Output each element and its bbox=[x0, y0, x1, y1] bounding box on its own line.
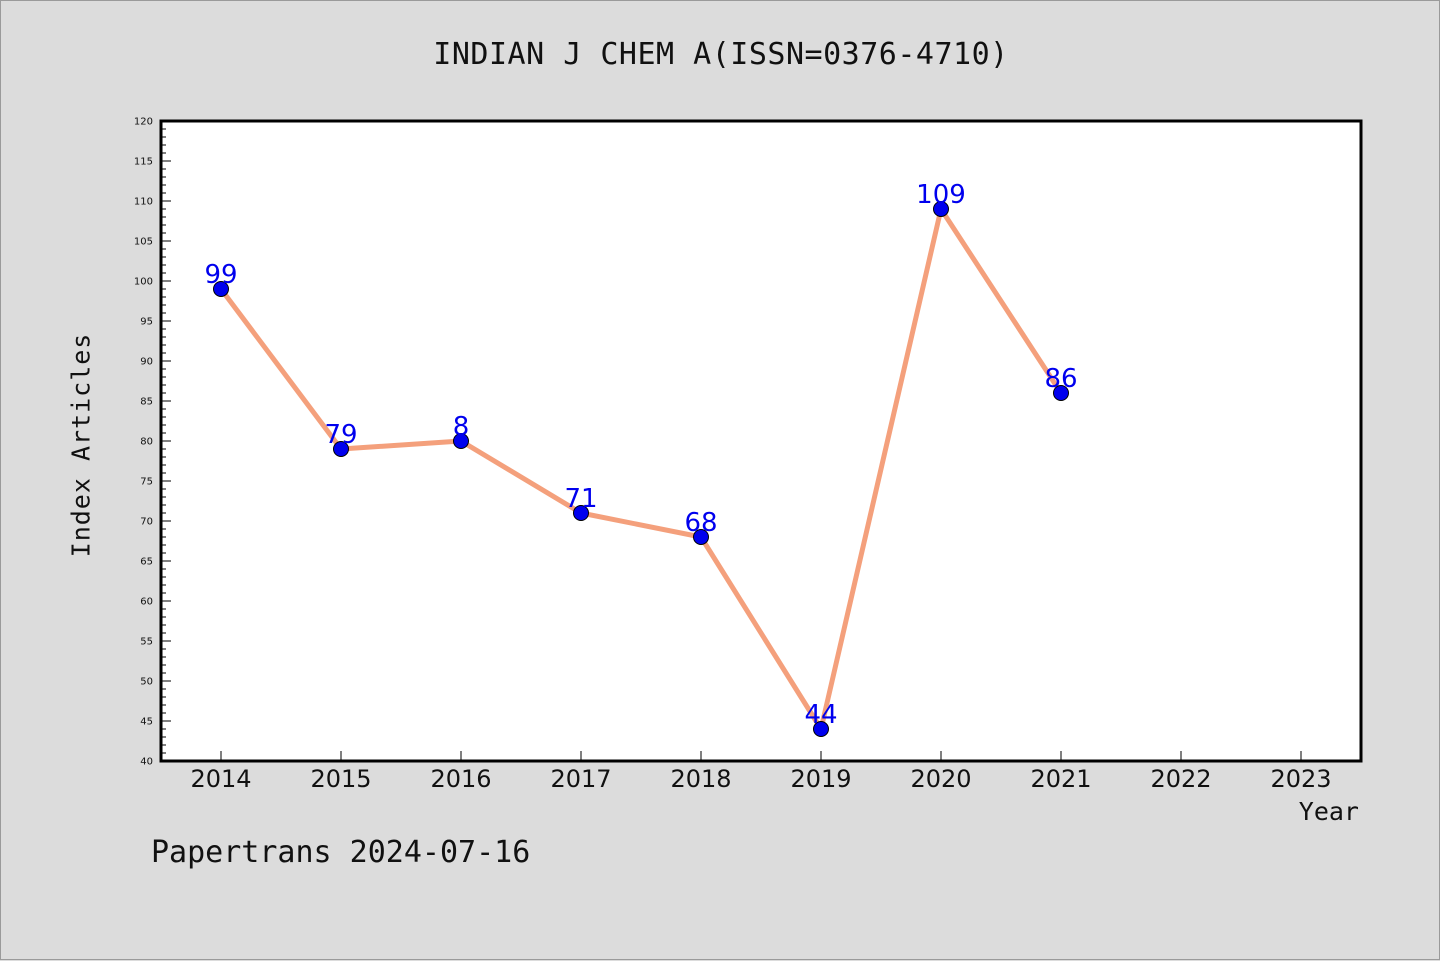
y-tick-label: 90 bbox=[140, 357, 153, 368]
data-point bbox=[813, 721, 829, 737]
data-label: 86 bbox=[1044, 364, 1077, 394]
data-point bbox=[573, 505, 589, 521]
y-tick-label: 105 bbox=[134, 237, 153, 248]
series-line-segment bbox=[818, 206, 944, 732]
x-tick-label: 2023 bbox=[1270, 765, 1331, 793]
y-tick-label: 55 bbox=[140, 637, 153, 648]
y-axis: 40 45 50 55 60 65 70 75 80 85 90 95 100 105 110 115 120 bbox=[134, 117, 171, 768]
series-point-group bbox=[213, 201, 1069, 737]
y-tick-label: 60 bbox=[140, 597, 153, 608]
data-point bbox=[933, 201, 949, 217]
footer-credit: Papertrans 2024-07-16 bbox=[151, 835, 531, 870]
data-label: 99 bbox=[204, 260, 237, 290]
x-axis: 2014 2015 2016 2017 2018 2019 2020 2021 2022 2023 bbox=[190, 751, 1332, 793]
x-tick-label: 2018 bbox=[670, 765, 731, 793]
y-tick-label: 100 bbox=[134, 277, 153, 288]
data-point bbox=[1053, 385, 1069, 401]
data-point bbox=[333, 441, 349, 457]
y-tick-label: 80 bbox=[140, 437, 153, 448]
x-tick-label: 2015 bbox=[310, 765, 371, 793]
y-tick-label: 70 bbox=[140, 517, 153, 528]
y-tick-label: 40 bbox=[140, 757, 153, 768]
series-line-segment bbox=[458, 438, 584, 516]
chart-title: INDIAN J CHEM A(ISSN=0376-4710) bbox=[433, 37, 1009, 72]
x-tick-label: 2017 bbox=[550, 765, 611, 793]
x-tick-label: 2022 bbox=[1150, 765, 1211, 793]
data-point bbox=[693, 529, 709, 545]
data-point bbox=[213, 281, 229, 297]
x-tick-label: 2021 bbox=[1030, 765, 1091, 793]
series-label-group: 99 79 8 71 68 44 109 86 bbox=[204, 180, 1077, 730]
y-tick-label: 85 bbox=[140, 397, 153, 408]
x-axis-label: Year bbox=[1298, 797, 1359, 826]
x-tick-label: 2019 bbox=[790, 765, 851, 793]
y-tick-label: 65 bbox=[140, 557, 153, 568]
y-tick-label: 95 bbox=[140, 317, 153, 328]
y-tick-label: 120 bbox=[134, 117, 153, 128]
data-label: 44 bbox=[804, 700, 837, 730]
y-tick-label: 75 bbox=[140, 477, 153, 488]
data-label: 109 bbox=[916, 180, 966, 210]
series-line-segment bbox=[578, 510, 704, 540]
x-tick-label: 2016 bbox=[430, 765, 491, 793]
series-line-segment bbox=[218, 286, 344, 452]
y-tick-label: 45 bbox=[140, 717, 153, 728]
series-line-segment bbox=[698, 534, 824, 732]
data-label: 71 bbox=[564, 484, 597, 514]
data-label: 8 bbox=[453, 412, 470, 442]
series-line-segment bbox=[938, 206, 1064, 396]
data-label: 68 bbox=[684, 508, 717, 538]
plot-area bbox=[159, 119, 1363, 763]
series-line-group bbox=[218, 206, 1064, 732]
y-tick-label: 115 bbox=[134, 157, 153, 168]
series-line-segment bbox=[338, 438, 464, 452]
x-tick-label: 2020 bbox=[910, 765, 971, 793]
data-point bbox=[453, 433, 469, 449]
y-tick-label: 50 bbox=[140, 677, 153, 688]
x-tick-label: 2014 bbox=[190, 765, 251, 793]
data-label: 79 bbox=[324, 420, 357, 450]
y-tick-label: 110 bbox=[134, 197, 153, 208]
